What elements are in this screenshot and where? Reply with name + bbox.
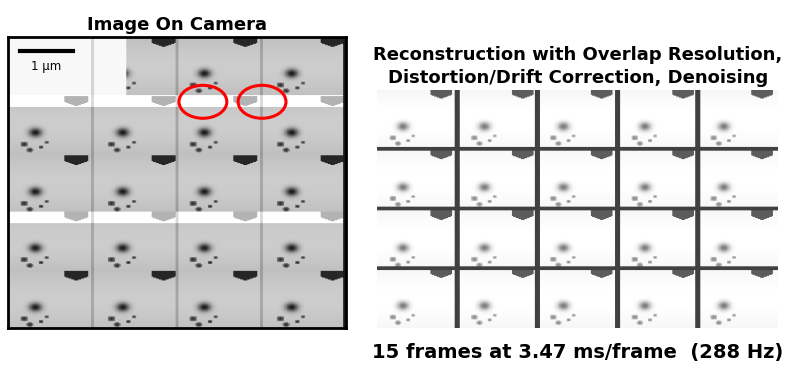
Text: 1 μm: 1 μm xyxy=(31,60,62,73)
Title: Reconstruction with Overlap Resolution,
Distortion/Drift Correction, Denoising: Reconstruction with Overlap Resolution, … xyxy=(373,46,782,87)
Title: Image On Camera: Image On Camera xyxy=(86,16,267,34)
Text: 15 frames at 3.47 ms/frame  (288 Hz): 15 frames at 3.47 ms/frame (288 Hz) xyxy=(372,343,784,362)
